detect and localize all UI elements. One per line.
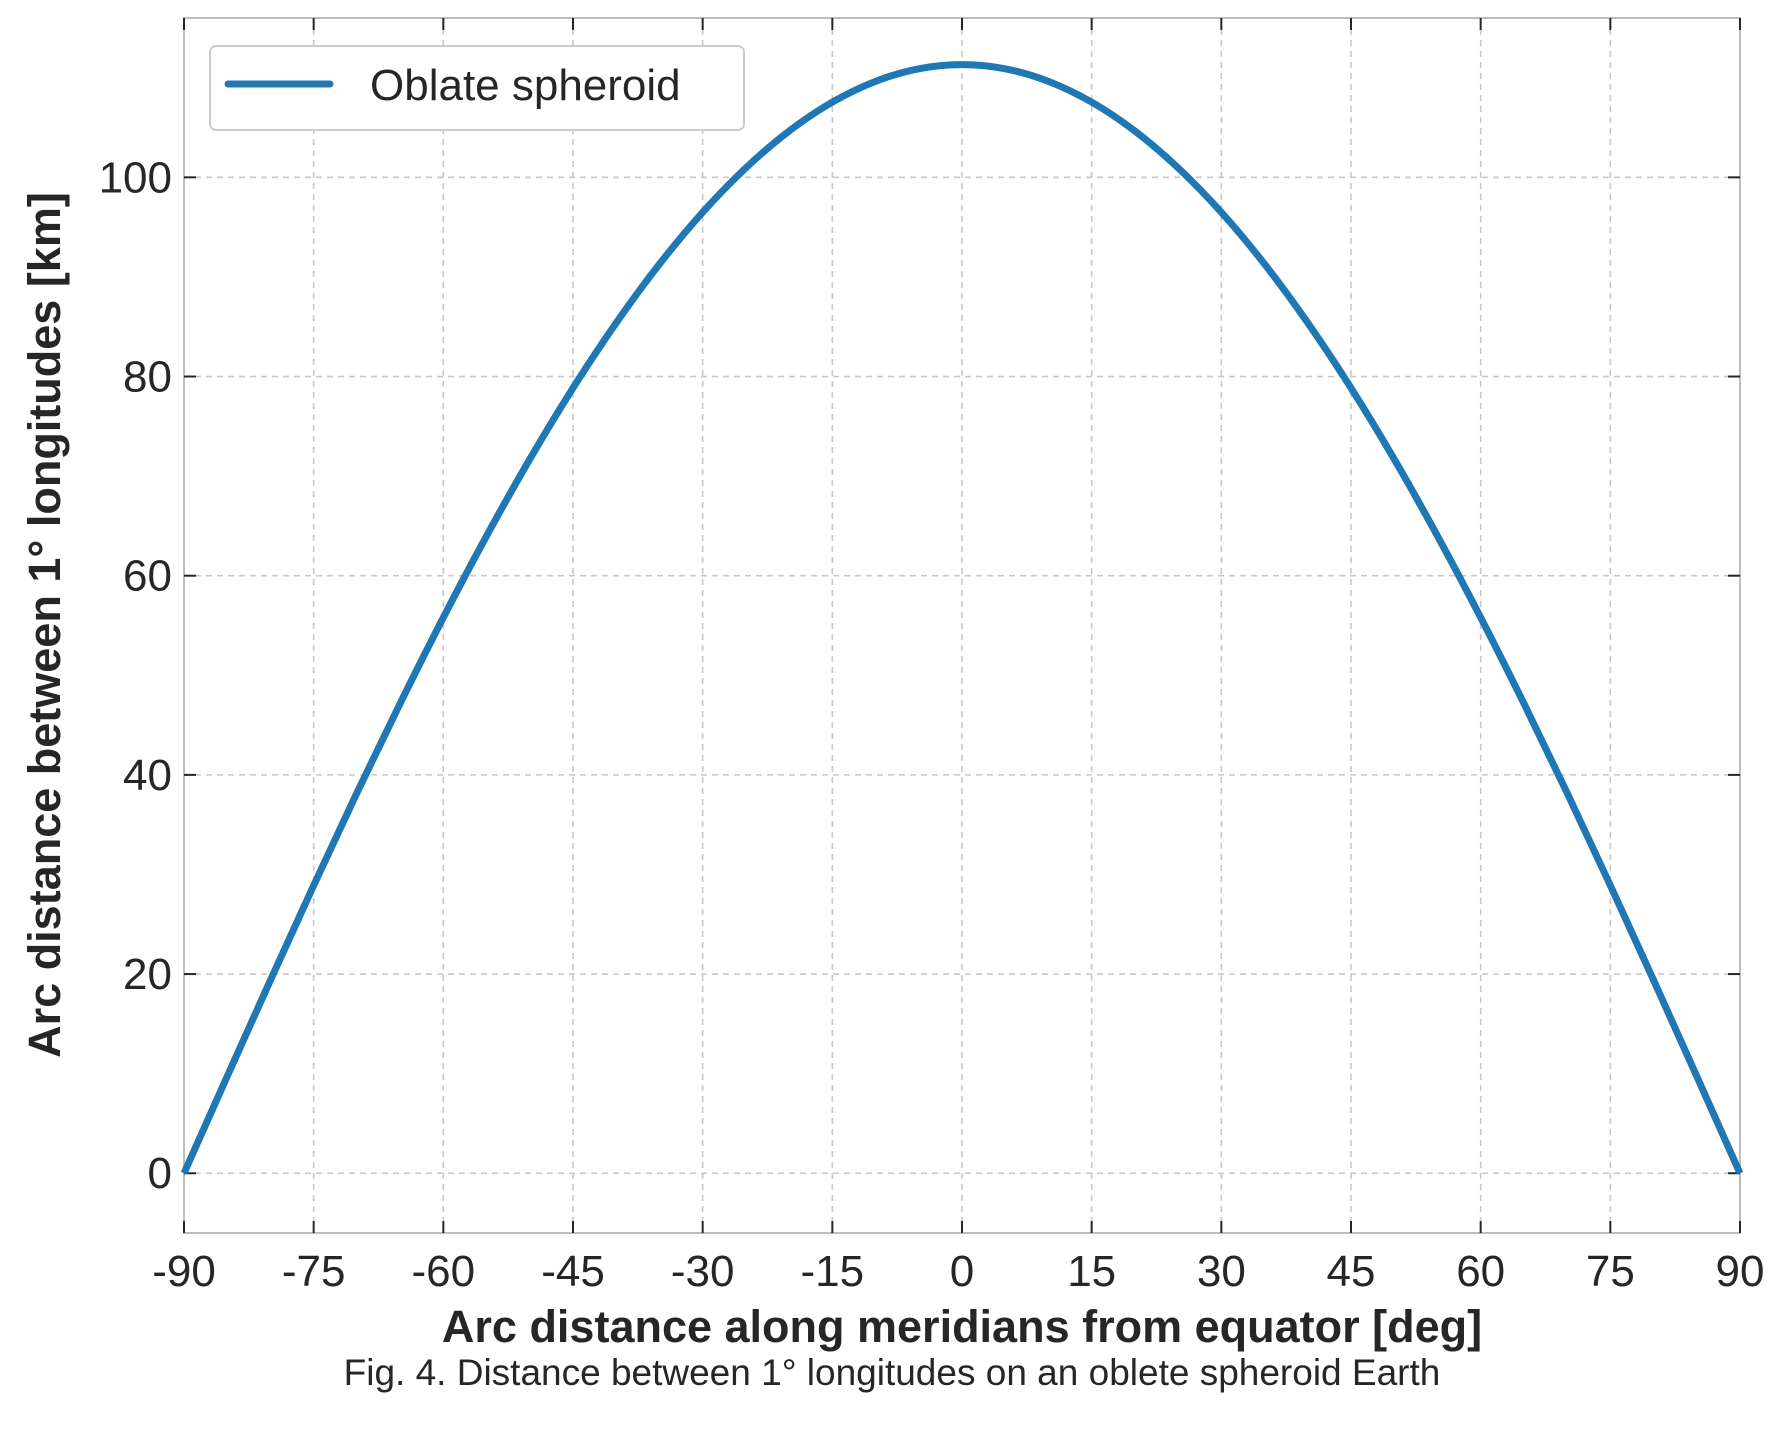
x-tick-label: 75 (1586, 1247, 1635, 1296)
x-tick-label: 0 (950, 1247, 974, 1296)
x-tick-label: -30 (671, 1247, 735, 1296)
x-tick-label: 60 (1456, 1247, 1505, 1296)
series-layer (180, 61, 1744, 1175)
y-tick-label: 0 (148, 1149, 172, 1198)
x-tick-label: 90 (1716, 1247, 1765, 1296)
y-tick-label: 20 (123, 950, 172, 999)
x-tick-label: 45 (1327, 1247, 1376, 1296)
legend-label: Oblate spheroid (370, 61, 681, 110)
x-tick-label: -60 (412, 1247, 476, 1296)
legend-box (209, 45, 745, 131)
y-tick-label: 40 (123, 751, 172, 800)
y-tick-label: 60 (123, 552, 172, 601)
series-line-oblate-spheroid (180, 61, 1744, 1175)
x-tick-label: -90 (152, 1247, 216, 1296)
x-tick-label: 15 (1067, 1247, 1116, 1296)
axis-ticks: -90 -75 -60 -45 -30 -15 0 15 30 45 60 75 90 0 20 40 60 80… (99, 18, 1765, 1296)
x-tick-label: 30 (1197, 1247, 1246, 1296)
y-tick-label: 80 (123, 353, 172, 402)
figure-caption: Fig. 4. Distance between 1° longitudes o… (343, 1352, 1441, 1393)
grid-lines (183, 18, 1741, 1233)
y-axis-label: Arc distance between 1° longitudes [km] (19, 192, 70, 1058)
legend: Oblate spheroid (209, 45, 745, 131)
x-tick-label: -75 (282, 1247, 346, 1296)
x-axis-label: Arc distance along meridians from equato… (442, 1301, 1482, 1352)
x-tick-label: -45 (541, 1247, 605, 1296)
x-tick-label: -15 (801, 1247, 865, 1296)
y-tick-label: 100 (99, 153, 172, 202)
